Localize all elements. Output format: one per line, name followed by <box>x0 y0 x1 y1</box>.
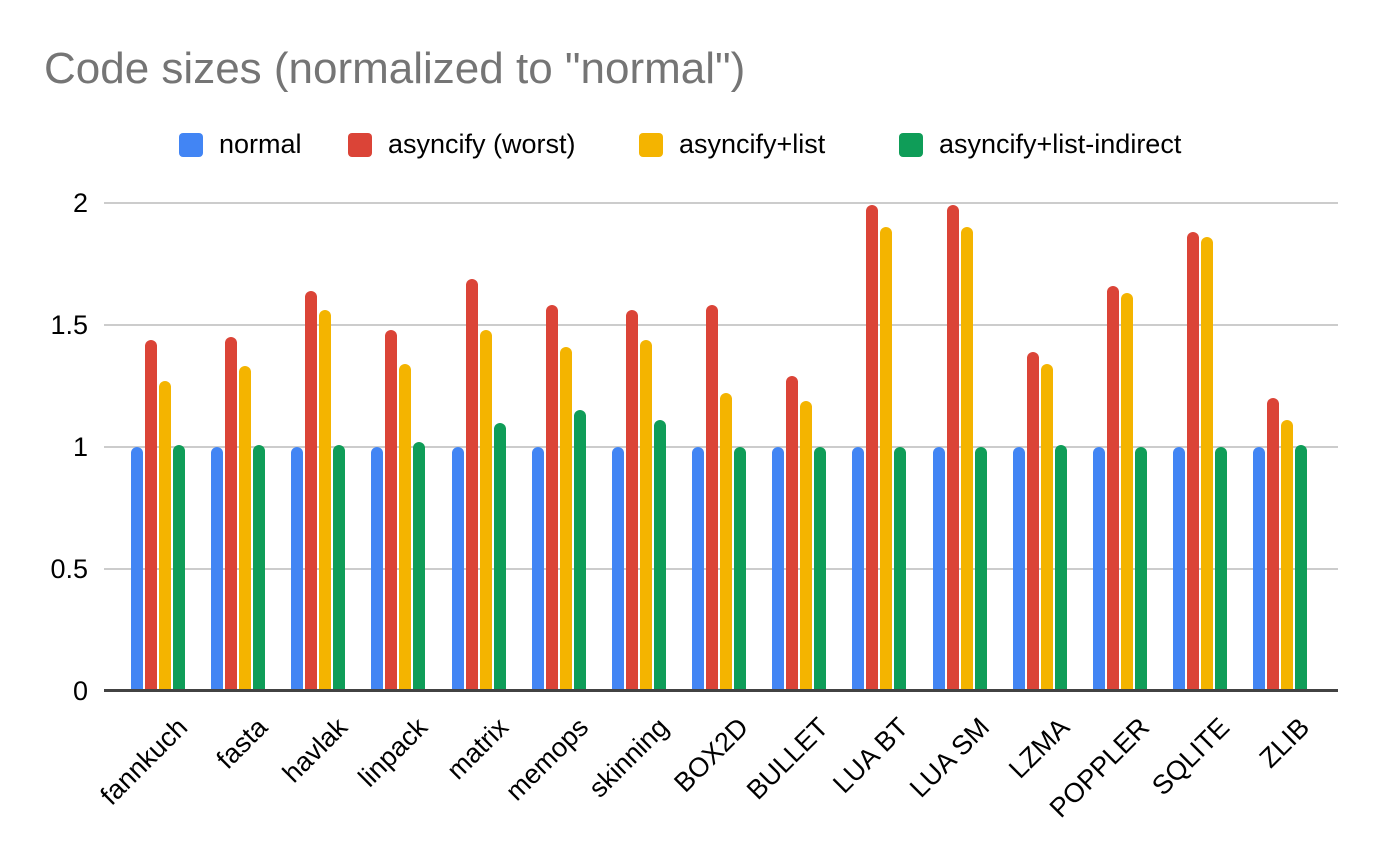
bar <box>1041 364 1053 691</box>
legend-swatch-icon <box>899 132 923 157</box>
x-axis-line <box>104 689 1338 692</box>
bar <box>1093 447 1105 691</box>
bar <box>371 447 383 691</box>
bar <box>494 423 506 691</box>
bar <box>225 337 237 691</box>
bar <box>1013 447 1025 691</box>
bar <box>1135 447 1147 691</box>
bar <box>574 410 586 691</box>
y-axis-tick-label: 2 <box>72 188 88 218</box>
y-axis-tick-label: 1 <box>72 432 88 462</box>
bar <box>305 291 317 691</box>
bar <box>480 330 492 691</box>
bar <box>786 376 798 691</box>
bar <box>894 447 906 691</box>
bar <box>1173 447 1185 691</box>
bar <box>145 340 157 691</box>
bar <box>466 279 478 691</box>
bar <box>1253 447 1265 691</box>
legend-label: normal <box>219 129 302 159</box>
chart-title: Code sizes (normalized to "normal") <box>44 44 746 93</box>
legend-swatch-icon <box>348 132 372 157</box>
bar <box>814 447 826 691</box>
bar <box>1027 352 1039 691</box>
bar <box>961 227 973 691</box>
bar <box>173 445 185 691</box>
bar <box>1295 445 1307 691</box>
bar <box>772 447 784 691</box>
bar <box>800 401 812 691</box>
bar <box>211 447 223 691</box>
bar <box>253 445 265 691</box>
bar <box>546 305 558 691</box>
bar <box>852 447 864 691</box>
bar <box>1267 398 1279 691</box>
y-axis-tick-label: 1.5 <box>50 310 88 340</box>
bar <box>452 447 464 691</box>
bar <box>720 393 732 691</box>
y-axis-tick-label: 0 <box>72 676 88 706</box>
bar <box>1215 447 1227 691</box>
bar <box>933 447 945 691</box>
legend-swatch-icon <box>639 132 663 157</box>
bar <box>975 447 987 691</box>
bar <box>1055 445 1067 691</box>
bar <box>1281 420 1293 691</box>
bar <box>626 310 638 691</box>
bar <box>291 447 303 691</box>
bar <box>640 340 652 691</box>
gridline <box>104 202 1338 204</box>
legend-item: asyncify (worst) <box>348 129 576 160</box>
bar <box>131 447 143 691</box>
legend-item: asyncify+list <box>639 129 825 160</box>
gridline <box>104 324 1338 326</box>
bar <box>880 227 892 691</box>
bar <box>654 420 666 691</box>
bar <box>399 364 411 691</box>
bar <box>532 447 544 691</box>
bar <box>560 347 572 691</box>
y-axis-tick-label: 0.5 <box>50 554 88 584</box>
bar <box>413 442 425 691</box>
bar <box>159 381 171 691</box>
bar <box>692 447 704 691</box>
bar <box>947 205 959 691</box>
bar <box>612 447 624 691</box>
bar <box>239 366 251 691</box>
bar <box>1107 286 1119 691</box>
bar <box>734 447 746 691</box>
bar <box>319 310 331 691</box>
bar <box>706 305 718 691</box>
legend-label: asyncify+list-indirect <box>939 129 1182 159</box>
legend-swatch-icon <box>179 132 203 157</box>
bar <box>333 445 345 691</box>
legend-label: asyncify (worst) <box>388 129 576 159</box>
bar <box>385 330 397 691</box>
bar <box>866 205 878 691</box>
legend-item: asyncify+list-indirect <box>899 129 1181 160</box>
bar <box>1121 293 1133 691</box>
legend-item: normal <box>179 129 302 160</box>
legend-label: asyncify+list <box>679 129 826 159</box>
bar <box>1187 232 1199 691</box>
bar <box>1201 237 1213 691</box>
